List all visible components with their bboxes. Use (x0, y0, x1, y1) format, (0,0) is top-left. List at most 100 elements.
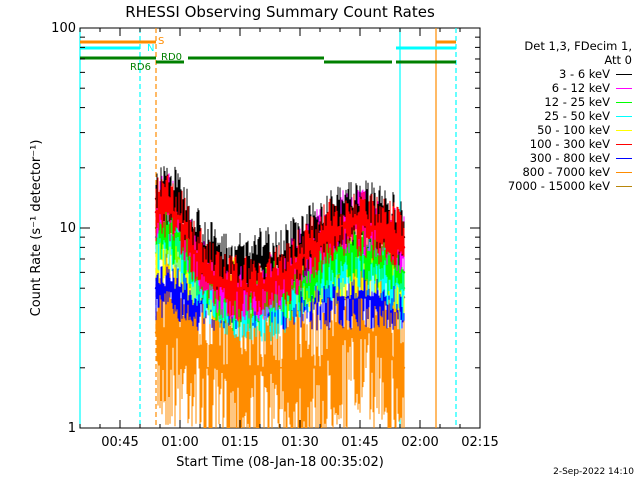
x-tick-label-5: 02:00 (401, 435, 438, 450)
legend-header-line-2: Att 0 (604, 53, 632, 67)
series-5-point (154, 210, 158, 214)
legend-item: 3 - 6 keV (498, 67, 632, 81)
series-5-point (310, 246, 314, 249)
legend-swatch (616, 115, 632, 117)
legend-item: 7000 - 15000 keV (498, 179, 632, 193)
chart-title: RHESSI Observing Summary Count Rates (125, 3, 435, 21)
legend-label: 800 - 7000 keV (522, 165, 610, 179)
series-5-point (370, 226, 374, 230)
series-6-point (370, 296, 374, 299)
series-7-point (394, 366, 398, 369)
series-7-point (238, 366, 242, 369)
series-5-point (274, 278, 278, 282)
series-5-point (322, 235, 326, 239)
series-0-point (238, 264, 242, 267)
series-5-point (402, 246, 406, 249)
series-5-point (202, 264, 206, 267)
series-5-point (394, 235, 398, 239)
series-7-point (250, 366, 254, 369)
series-7-point (154, 331, 158, 334)
series-5-point (238, 287, 242, 290)
series-5-point (250, 287, 254, 290)
legend-item: 12 - 25 keV (498, 95, 632, 109)
y-tick-label-2: 100 (51, 21, 76, 36)
timestamp: 2-Sep-2022 14:10 (553, 467, 634, 477)
legend-label: 3 - 6 keV (559, 67, 610, 81)
legend-item: 300 - 800 keV (498, 151, 632, 165)
series-6-point (154, 287, 158, 290)
series-7-point (262, 366, 266, 369)
series-7-point (402, 366, 406, 369)
series-7-point (382, 331, 386, 334)
series-5-point (178, 218, 182, 221)
series-5-group (154, 174, 406, 322)
series-7-point (214, 366, 218, 369)
series-5-line (155, 204, 405, 289)
y-tick-label-0: 1 (68, 421, 76, 436)
series-7-point (370, 331, 374, 334)
legend-label: 12 - 25 keV (544, 95, 610, 109)
series-7-point (310, 366, 314, 369)
series-7-point (178, 331, 182, 334)
y-tick-label-1: 10 (59, 221, 76, 236)
series-2-point (334, 251, 338, 255)
legend-item: 6 - 12 keV (498, 81, 632, 95)
legend-item: 100 - 300 keV (498, 137, 632, 151)
series-7-point (334, 331, 338, 334)
axis-layer: 00:45 01:00 01:15 01:30 01:45 02:00 02:15 1 10 10… (51, 21, 499, 450)
state-label-N: N (147, 43, 154, 54)
series-7-line (156, 331, 404, 369)
series-2-point (166, 226, 170, 230)
legend-label: 25 - 50 keV (544, 109, 610, 123)
legend-item: 25 - 50 keV (498, 109, 632, 123)
series-7-point (190, 331, 194, 334)
legend-item: 50 - 100 keV (498, 123, 632, 137)
x-tick-label-2: 01:15 (221, 435, 258, 450)
legend-header-line-1: Det 1,3, FDecim 1, (524, 39, 632, 53)
series-7-point (226, 366, 230, 369)
legend-label: 6 - 12 keV (551, 81, 610, 95)
legend-label: 300 - 800 keV (529, 151, 610, 165)
series-5-point (214, 278, 218, 282)
legend-item: 800 - 7000 keV (498, 165, 632, 179)
legend-items: 3 - 6 keV 6 - 12 keV 12 - 25 keV 25 - 50 ke… (498, 67, 632, 193)
series-5-point (346, 222, 350, 225)
series-5-point (262, 287, 266, 290)
series-6-point (178, 287, 182, 290)
series-7-point (166, 331, 170, 334)
legend: Det 1,3, FDecim 1, Att 0 3 - 6 keV 6 - 12… (498, 39, 632, 193)
state-label-RD6: RD6 (130, 62, 151, 73)
legend-swatch (616, 129, 632, 131)
series-5-point (286, 271, 290, 274)
legend-swatch (616, 73, 632, 75)
series-7-point (322, 366, 326, 369)
series-6-point (346, 296, 350, 299)
series-2-point (402, 271, 406, 274)
series-7-point (358, 331, 362, 334)
x-tick-label-0: 00:45 (101, 435, 138, 450)
x-axis-label: Start Time (08-Jan-18 00:35:02) (176, 455, 384, 470)
series-5-point (226, 287, 230, 290)
series-5-point (334, 226, 338, 230)
series-5-point (298, 257, 302, 261)
series-7-point (346, 331, 350, 334)
legend-swatch (616, 171, 632, 173)
y-axis-label: Count Rate (s⁻¹ detector⁻¹) (29, 140, 44, 317)
legend-swatch (616, 157, 632, 159)
legend-label: 7000 - 15000 keV (507, 179, 610, 193)
legend-swatch (616, 101, 632, 103)
legend-swatch (616, 87, 632, 89)
state-label-S: S (158, 36, 164, 47)
series-7-point (286, 366, 290, 369)
x-tick-label-4: 01:45 (341, 435, 378, 450)
series-2-point (382, 257, 386, 261)
series-5-point (358, 222, 362, 225)
plot-layer: SN RD0 RD6 (79, 28, 457, 428)
x-tick-label-6: 02:15 (461, 435, 498, 450)
series-7-point (202, 366, 206, 369)
x-tick-label-3: 01:30 (281, 435, 318, 450)
series-5-point (166, 204, 170, 207)
series-6-point (358, 296, 362, 299)
series-7-point (298, 366, 302, 369)
